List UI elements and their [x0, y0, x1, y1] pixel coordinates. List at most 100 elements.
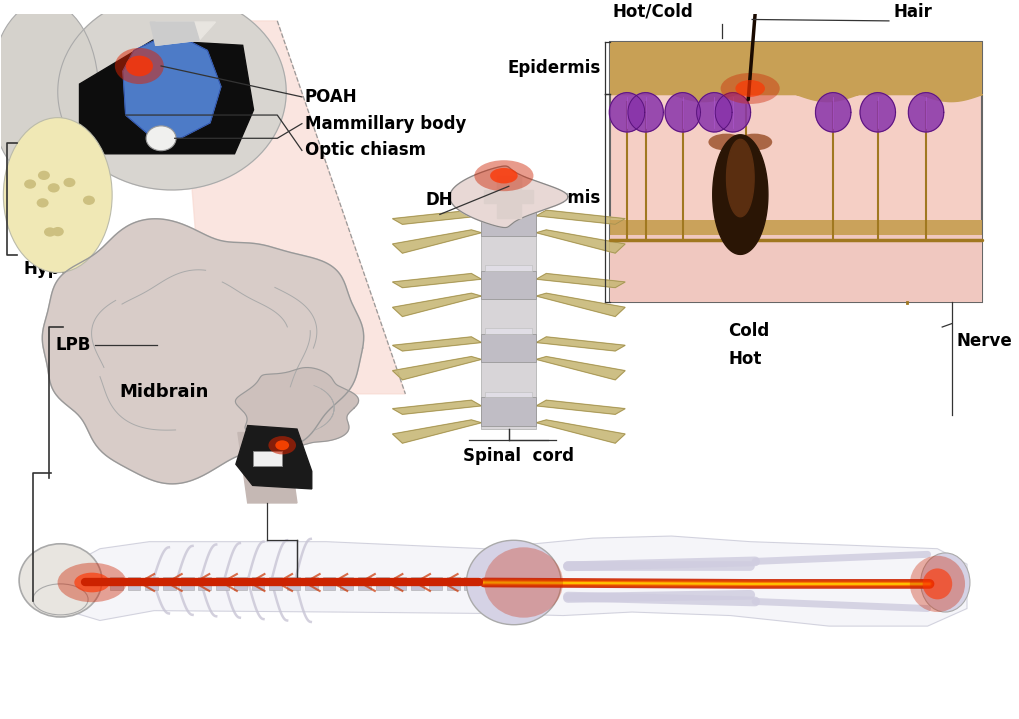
- Polygon shape: [859, 93, 895, 132]
- Bar: [481, 207, 536, 236]
- Ellipse shape: [57, 563, 126, 603]
- Bar: [127, 577, 141, 590]
- Ellipse shape: [63, 178, 75, 187]
- Ellipse shape: [33, 584, 88, 615]
- Polygon shape: [58, 0, 286, 190]
- Polygon shape: [908, 93, 943, 132]
- Ellipse shape: [0, 1, 99, 182]
- Polygon shape: [608, 93, 644, 132]
- Bar: [481, 271, 536, 299]
- Polygon shape: [536, 210, 625, 224]
- Bar: [322, 577, 335, 590]
- Polygon shape: [536, 420, 625, 443]
- Polygon shape: [178, 21, 405, 394]
- Text: Dermis: Dermis: [534, 189, 600, 207]
- Bar: [485, 265, 532, 271]
- Text: Hair: Hair: [893, 3, 931, 21]
- Polygon shape: [712, 134, 767, 255]
- Ellipse shape: [489, 168, 518, 183]
- Ellipse shape: [474, 160, 533, 191]
- Ellipse shape: [736, 134, 771, 150]
- Polygon shape: [79, 40, 254, 154]
- Text: Nerve: Nerve: [956, 332, 1012, 350]
- Bar: [609, 42, 981, 303]
- Bar: [216, 577, 229, 590]
- Polygon shape: [392, 337, 481, 351]
- Bar: [485, 202, 532, 207]
- Polygon shape: [484, 175, 533, 218]
- Polygon shape: [42, 219, 364, 484]
- Polygon shape: [536, 273, 625, 288]
- Ellipse shape: [484, 547, 562, 618]
- Ellipse shape: [19, 544, 102, 617]
- Polygon shape: [235, 367, 359, 449]
- Ellipse shape: [83, 196, 95, 205]
- Bar: [110, 577, 122, 590]
- Bar: [375, 577, 388, 590]
- Text: Epidermis: Epidermis: [506, 59, 600, 77]
- Polygon shape: [726, 139, 753, 216]
- Polygon shape: [123, 32, 221, 138]
- Bar: [481, 197, 536, 429]
- Ellipse shape: [3, 118, 112, 273]
- Bar: [485, 392, 532, 398]
- Polygon shape: [664, 93, 700, 132]
- Ellipse shape: [268, 436, 296, 454]
- Polygon shape: [696, 93, 732, 132]
- Ellipse shape: [466, 540, 560, 625]
- Ellipse shape: [275, 440, 288, 450]
- Ellipse shape: [44, 227, 56, 237]
- Ellipse shape: [37, 198, 49, 208]
- Polygon shape: [449, 166, 568, 228]
- Polygon shape: [392, 400, 481, 414]
- Polygon shape: [815, 93, 850, 132]
- Polygon shape: [536, 230, 625, 253]
- Bar: [464, 577, 477, 590]
- Bar: [393, 577, 406, 590]
- Bar: [180, 577, 194, 590]
- Polygon shape: [150, 22, 199, 45]
- Ellipse shape: [24, 180, 36, 188]
- Polygon shape: [392, 230, 481, 253]
- Polygon shape: [628, 93, 662, 132]
- Bar: [411, 577, 424, 590]
- Ellipse shape: [735, 80, 764, 97]
- Bar: [305, 577, 317, 590]
- Ellipse shape: [922, 569, 952, 600]
- Text: Hot/Cold: Hot/Cold: [611, 3, 692, 21]
- Text: Spinal  cord: Spinal cord: [462, 446, 573, 464]
- Ellipse shape: [52, 227, 64, 237]
- Text: POAH: POAH: [305, 88, 357, 106]
- Polygon shape: [392, 293, 481, 316]
- Text: Hypothalamus: Hypothalamus: [23, 260, 158, 278]
- Bar: [163, 577, 175, 590]
- Polygon shape: [392, 210, 481, 224]
- Polygon shape: [41, 536, 966, 626]
- Ellipse shape: [146, 126, 176, 151]
- Bar: [286, 577, 300, 590]
- Polygon shape: [536, 293, 625, 316]
- Bar: [145, 577, 158, 590]
- Bar: [609, 234, 981, 303]
- Bar: [358, 577, 371, 590]
- Ellipse shape: [74, 572, 110, 592]
- Ellipse shape: [708, 134, 743, 150]
- Ellipse shape: [920, 553, 969, 612]
- Polygon shape: [237, 433, 297, 503]
- Ellipse shape: [125, 55, 153, 76]
- Bar: [233, 577, 247, 590]
- Bar: [340, 577, 353, 590]
- Polygon shape: [392, 273, 481, 288]
- Ellipse shape: [38, 170, 50, 180]
- Ellipse shape: [909, 556, 964, 612]
- Bar: [609, 42, 981, 94]
- Bar: [253, 451, 282, 467]
- Polygon shape: [392, 420, 481, 443]
- Bar: [429, 577, 441, 590]
- Bar: [269, 577, 282, 590]
- Polygon shape: [156, 22, 215, 45]
- Ellipse shape: [48, 183, 60, 193]
- Bar: [481, 398, 536, 426]
- Text: Hot: Hot: [728, 349, 761, 367]
- Bar: [446, 577, 460, 590]
